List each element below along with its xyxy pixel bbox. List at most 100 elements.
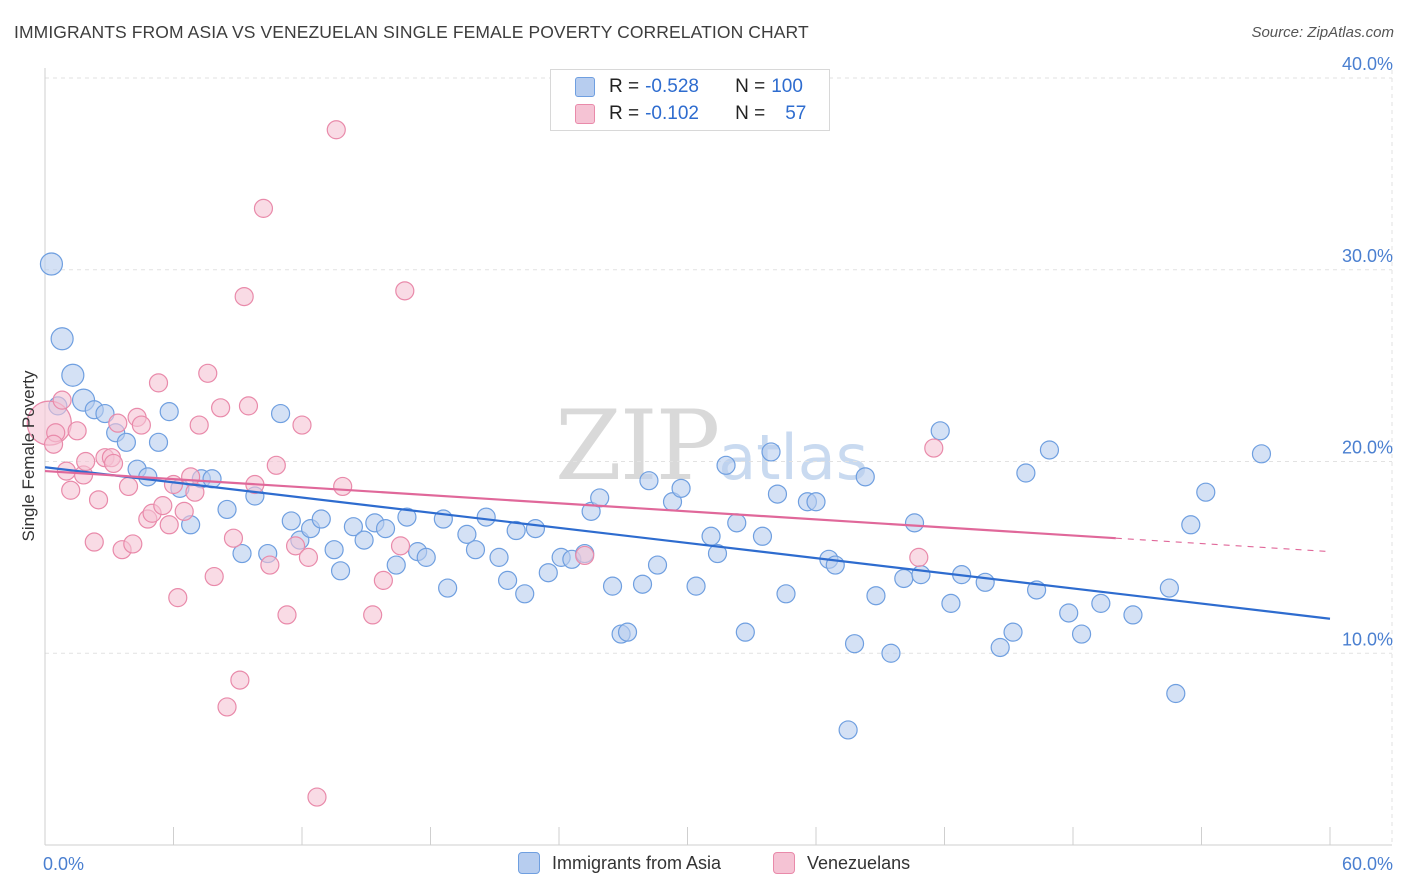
asia-point — [881, 643, 901, 663]
asia-point — [617, 622, 638, 642]
asia-point — [1181, 515, 1201, 535]
gridlines — [45, 70, 1393, 845]
venezuelan-point — [260, 555, 280, 575]
asia-point — [506, 520, 526, 541]
asia-point — [975, 572, 995, 592]
venezuelan-point — [118, 476, 139, 497]
asia-point — [1196, 482, 1216, 502]
bottom-legend-label-asia: Immigrants from Asia — [552, 852, 722, 873]
asia-point — [941, 593, 961, 613]
asia-point — [602, 576, 623, 596]
asia-point — [1003, 622, 1023, 642]
asia-point — [581, 501, 601, 521]
asia-point — [95, 403, 115, 424]
correlation-legend: R = -0.528 N = 100 R = -0.102 N = 57 — [550, 69, 830, 131]
legend-n-label: N = — [735, 103, 766, 124]
venezuelan-point — [88, 490, 109, 510]
legend-row-venezuelans: R = -0.102 N = 57 — [575, 101, 806, 127]
venezuelan-trend-extension — [1115, 537, 1331, 553]
asia-point — [716, 455, 736, 475]
legend-row-asia: R = -0.528 N = 100 — [575, 74, 803, 100]
asia-point — [1016, 463, 1036, 483]
axes — [44, 68, 1392, 846]
asia-point — [686, 576, 706, 596]
venezuelan-point — [234, 286, 254, 307]
asia-point — [632, 574, 653, 594]
legend-r-value: -0.528 — [645, 76, 699, 97]
asia-point — [438, 578, 458, 598]
asia-point — [281, 511, 301, 531]
asia-point — [375, 519, 396, 539]
asia-point — [39, 252, 64, 276]
venezuelan-point — [103, 453, 124, 474]
asia-point — [270, 403, 291, 424]
asia-point — [232, 543, 252, 564]
asia-point — [1251, 444, 1272, 464]
venezuelan-point — [217, 697, 237, 717]
data-points — [26, 120, 1272, 807]
asia-point — [354, 530, 374, 550]
asia-trend-line — [44, 466, 1331, 620]
venezuelan-point — [253, 198, 274, 218]
asia-point — [476, 507, 496, 527]
venezuelan-point — [277, 605, 297, 625]
source-label: Source: ZipAtlas.com — [1251, 24, 1394, 41]
legend-n-value: 57 — [785, 103, 807, 124]
asia-point — [767, 484, 788, 504]
asia-point — [707, 543, 728, 564]
venezuelan-point — [266, 455, 286, 475]
legend-r-label: R = — [609, 103, 640, 124]
venezuelan-point — [373, 570, 393, 590]
legend-swatch-asia — [575, 77, 595, 97]
asia-point — [844, 634, 865, 654]
venezuelan-point — [575, 545, 595, 566]
bottom-legend-venezuelans[interactable]: Venezuelans — [773, 852, 910, 874]
x-tick-label-min: 0.0% — [43, 854, 84, 874]
venezuelan-point — [67, 421, 87, 441]
asia-point — [311, 509, 331, 529]
trend-lines — [44, 466, 1331, 620]
asia-point — [116, 432, 136, 452]
venezuelan-point — [363, 605, 383, 625]
asia-point — [647, 555, 668, 575]
venezuelan-point — [185, 482, 205, 502]
watermark: ZIPatlas — [555, 390, 868, 502]
venezuelan-point — [390, 536, 411, 556]
asia-point — [498, 570, 518, 590]
venezuelan-point — [174, 501, 194, 521]
bottom-legend-asia[interactable]: Immigrants from Asia — [518, 852, 721, 874]
asia-point — [990, 637, 1010, 658]
venezuelan-point — [223, 528, 244, 548]
asia-point — [930, 421, 950, 441]
venezuelan-point — [43, 434, 64, 454]
asia-point — [1123, 605, 1143, 625]
asia-point — [1039, 440, 1060, 460]
asia-point — [752, 526, 773, 546]
asia-point — [904, 513, 925, 533]
venezuelan-point — [52, 390, 72, 410]
bottom-legend-swatch-venezuelans — [773, 852, 795, 874]
y-tick-label: 40.0% — [1342, 54, 1393, 74]
asia-point — [1071, 624, 1092, 644]
venezuelan-point — [76, 451, 96, 472]
asia-point — [416, 547, 436, 567]
venezuelan-point — [333, 476, 353, 497]
asia-point — [727, 513, 747, 533]
legend-swatch-venezuelans — [575, 104, 595, 124]
asia-point — [590, 488, 610, 508]
venezuelan-point — [285, 536, 306, 556]
venezuelan-point — [108, 413, 128, 433]
venezuelan-point — [395, 281, 415, 301]
venezuelan-point — [230, 670, 250, 690]
venezuelan-point — [153, 496, 173, 516]
venezuelan-point — [326, 120, 346, 140]
legend-n-label: N = — [735, 76, 766, 97]
bottom-legend-swatch-asia — [518, 852, 540, 874]
asia-point — [538, 563, 558, 583]
venezuelan-point — [924, 438, 944, 458]
asia-point — [489, 547, 509, 567]
asia-point — [324, 540, 344, 560]
asia-point — [525, 519, 546, 539]
legend-r-label: R = — [609, 76, 640, 97]
